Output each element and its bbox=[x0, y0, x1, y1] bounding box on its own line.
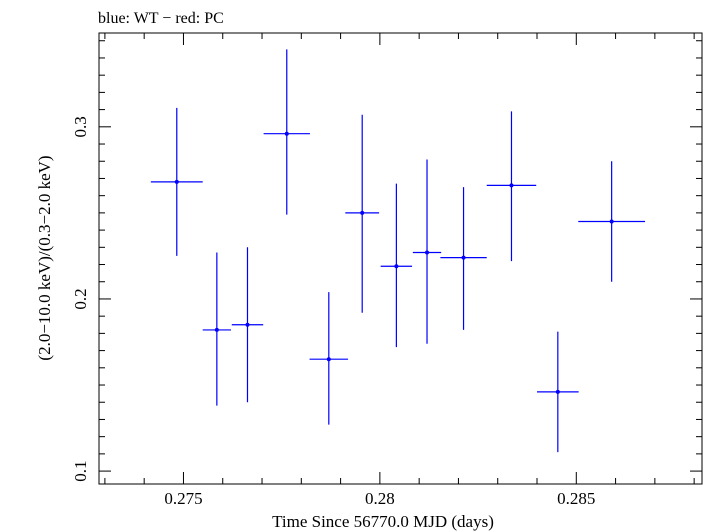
data-point bbox=[202, 252, 231, 406]
y-tick-label: 0.1 bbox=[71, 460, 90, 481]
point-marker bbox=[284, 131, 289, 136]
data-point bbox=[345, 114, 380, 313]
data-point bbox=[380, 183, 413, 348]
data-point bbox=[440, 187, 487, 330]
axis-ticks bbox=[99, 33, 702, 484]
data-point bbox=[486, 111, 537, 262]
point-marker bbox=[394, 264, 399, 269]
x-tick-label: 0.28 bbox=[365, 489, 395, 508]
plot-frame bbox=[98, 32, 703, 485]
data-marks bbox=[150, 49, 646, 453]
point-marker bbox=[425, 250, 430, 255]
y-axis-label: (2.0−10.0 keV)/(0.3−2.0 keV) bbox=[35, 155, 54, 360]
y-tick-label: 0.2 bbox=[71, 288, 90, 309]
point-marker bbox=[326, 357, 331, 362]
point-marker bbox=[245, 322, 250, 327]
x-tick-label: 0.275 bbox=[164, 489, 202, 508]
point-marker bbox=[174, 179, 179, 184]
data-point bbox=[309, 292, 349, 425]
point-marker bbox=[461, 255, 466, 260]
point-marker bbox=[609, 219, 614, 224]
data-point bbox=[150, 107, 203, 256]
data-point bbox=[231, 247, 264, 403]
x-axis-label: Time Since 56770.0 MJD (days) bbox=[272, 512, 494, 531]
chart-title: blue: WT − red: PC bbox=[98, 10, 224, 27]
point-marker bbox=[360, 210, 365, 215]
data-point bbox=[578, 161, 646, 282]
point-marker bbox=[555, 389, 560, 394]
data-point bbox=[263, 49, 310, 215]
tick-labels: 0.275 0.28 0.285 0.1 0.2 0.3 bbox=[71, 116, 595, 508]
x-tick-label: 0.285 bbox=[557, 489, 595, 508]
data-point bbox=[412, 159, 442, 344]
data-point bbox=[537, 331, 579, 453]
y-tick-label: 0.3 bbox=[71, 116, 90, 137]
point-marker bbox=[214, 327, 219, 332]
point-marker bbox=[509, 183, 514, 188]
